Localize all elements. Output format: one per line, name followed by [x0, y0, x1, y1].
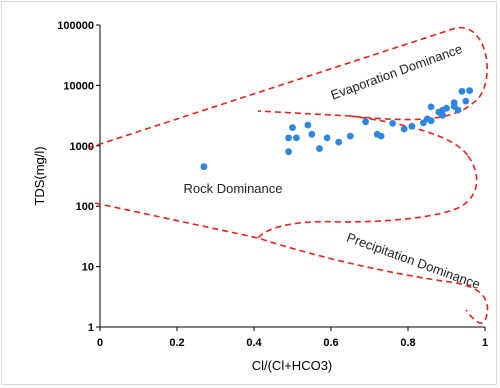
data-point	[408, 122, 416, 130]
data-point	[443, 104, 450, 112]
evaporation-dominance-label: Evaporation Dominance	[329, 41, 465, 103]
data-point	[450, 99, 458, 106]
y-axis-title: TDS(mg/l)	[32, 146, 47, 205]
x-tick-label: 0	[97, 337, 103, 349]
y-tick-label: 10000	[63, 80, 94, 92]
data-point	[323, 134, 331, 142]
rock-precipitation-boundary	[257, 155, 478, 239]
precipitation-boundary	[94, 202, 489, 324]
x-tick-label: 0.4	[246, 337, 262, 349]
tick-marks	[96, 24, 486, 331]
x-tick-label: 0.2	[169, 337, 184, 349]
x-tick-label: 0.6	[323, 337, 338, 349]
data-point	[439, 111, 446, 119]
x-tick-label: 1	[482, 337, 488, 349]
data-point	[462, 97, 470, 105]
data-point	[458, 87, 466, 95]
data-point	[293, 134, 300, 142]
data-point	[200, 163, 208, 171]
y-tick-label: 1000	[70, 141, 94, 153]
x-axis-title: Cl/(Cl+HCO3)	[252, 358, 333, 373]
data-point	[346, 132, 354, 140]
x-tick-label: 0.8	[400, 337, 415, 349]
data-point	[466, 87, 473, 94]
y-tick-label: 100000	[57, 20, 94, 32]
data-point	[285, 134, 292, 142]
data-point	[427, 103, 435, 111]
data-point	[400, 125, 408, 133]
data-point	[389, 120, 396, 127]
data-point	[427, 117, 435, 125]
evaporation-boundary-upper	[87, 27, 488, 149]
data-point	[454, 106, 462, 114]
data-point	[316, 145, 323, 153]
y-tick-label: 10	[82, 262, 94, 274]
y-tick-label: 100	[76, 201, 94, 213]
data-point	[285, 148, 292, 156]
data-point	[377, 132, 385, 140]
data-point	[362, 118, 369, 126]
data-point	[289, 124, 296, 131]
data-point	[304, 121, 312, 129]
data-point	[308, 130, 316, 138]
y-tick-labels: 1 10 100 1000 10000 100000	[57, 20, 94, 334]
data-points	[200, 87, 473, 171]
data-point	[335, 138, 343, 146]
x-tick-labels: 0 0.2 0.4 0.6 0.8 1	[97, 337, 488, 349]
precipitation-dominance-label: Precipitation Dominance	[345, 230, 483, 292]
y-tick-label: 1	[88, 322, 94, 334]
rock-dominance-label: Rock Dominance	[184, 181, 283, 196]
dominance-boundaries	[87, 27, 489, 324]
evaporation-boundary-lower	[349, 115, 469, 157]
